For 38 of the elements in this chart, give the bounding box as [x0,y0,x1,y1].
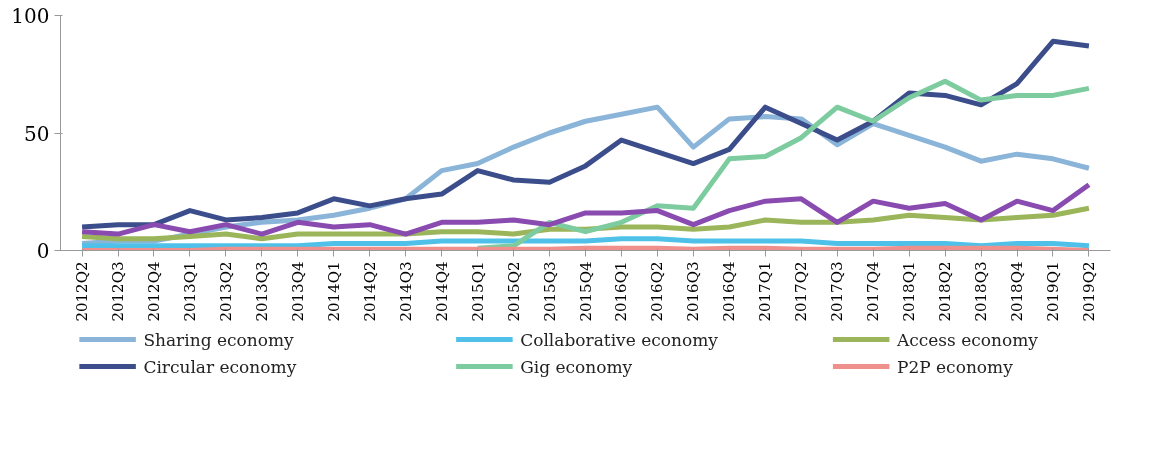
x-tick-label: 2018Q3 [972,261,991,322]
x-tick-label: 2018Q4 [1008,261,1027,322]
x-tick-label: 2014Q1 [324,261,343,322]
legend-label: Circular economy [143,356,297,377]
x-tick-label: 2018Q2 [936,261,955,322]
legend-label: Sharing economy [143,329,295,350]
x-tick-label: 2017Q3 [828,261,847,322]
x-tick-label: 2015Q2 [504,261,523,322]
x-tick-label: 2014Q3 [396,261,415,322]
x-tick-label: 2018Q1 [900,261,919,322]
legend-label: Gig economy [520,356,633,377]
legend-label: P2P economy [896,356,1014,377]
y-tick-label: 50 [24,121,50,146]
x-tick-label: 2016Q3 [684,261,703,322]
x-tick-label: 2017Q2 [792,261,811,322]
x-tick-label: 2016Q4 [720,261,739,322]
x-tick-label: 2014Q2 [360,261,379,322]
x-tick-label: 2014Q4 [432,261,451,322]
x-tick-label: 2019Q2 [1079,261,1098,322]
x-tick-label: 2017Q4 [864,261,883,322]
x-tick-label: 2017Q1 [756,261,775,322]
x-tick-label: 2013Q2 [216,261,235,322]
x-tick-label: 2015Q1 [468,261,487,322]
x-tick-label: 2012Q2 [73,261,92,322]
y-tick-label: 100 [11,4,50,28]
y-tick-label: 0 [36,239,50,263]
x-tick-label: 2013Q3 [252,261,271,322]
x-tick-label: 2016Q2 [648,261,667,322]
x-tick-label: 2013Q1 [180,261,199,322]
x-tick-label: 2015Q4 [576,261,595,322]
x-tick-label: 2012Q4 [144,261,163,322]
x-tick-label: 2016Q1 [612,261,631,322]
x-tick-label: 2013Q4 [288,261,307,322]
x-tick-label: 2012Q3 [109,261,128,322]
legend-label: Access economy [895,329,1039,350]
legend-label: Collaborative economy [520,329,719,350]
x-tick-label: 2019Q1 [1043,261,1062,322]
x-tick-label: 2015Q3 [540,261,559,322]
